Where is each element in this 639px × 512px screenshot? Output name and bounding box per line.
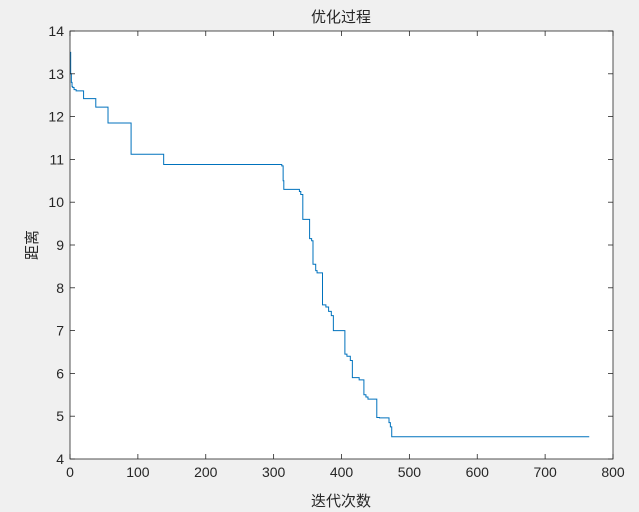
ticks-layer <box>69 30 614 460</box>
y-tick-label: 13 <box>48 66 64 82</box>
y-tick-label: 8 <box>56 280 64 296</box>
y-tick-label: 5 <box>56 408 64 424</box>
series-layer <box>70 51 590 438</box>
x-tick-label: 700 <box>533 464 557 480</box>
y-tick-label: 6 <box>56 365 64 381</box>
y-tick-label: 7 <box>56 323 64 339</box>
y-tick-label: 11 <box>49 151 64 167</box>
x-tick-label: 0 <box>66 464 74 480</box>
y-tick-label: 10 <box>48 194 64 210</box>
x-tick-label: 300 <box>262 464 286 480</box>
x-axis-title: 迭代次数 <box>311 492 371 510</box>
x-tick-label: 200 <box>194 464 218 480</box>
x-tick-label: 100 <box>126 464 150 480</box>
chart-title: 优化过程 <box>311 8 371 26</box>
plot-area <box>70 31 613 459</box>
y-tick-label: 4 <box>56 451 64 467</box>
y-tick-labels: 4 5 6 7 8 9 10 11 12 13 14 <box>48 23 64 467</box>
x-tick-label: 500 <box>398 464 422 480</box>
x-tick-labels: 0 100 200 300 400 500 600 700 800 <box>66 464 625 480</box>
series-line-0 <box>70 51 590 438</box>
axes-box <box>69 30 614 460</box>
x-tick-label: 600 <box>466 464 490 480</box>
y-axis-title: 距离 <box>23 230 41 260</box>
y-tick-label: 9 <box>56 237 64 253</box>
y-tick-label: 14 <box>48 23 64 39</box>
y-tick-label: 12 <box>48 109 64 125</box>
x-tick-label: 800 <box>601 464 625 480</box>
x-tick-label: 400 <box>330 464 354 480</box>
